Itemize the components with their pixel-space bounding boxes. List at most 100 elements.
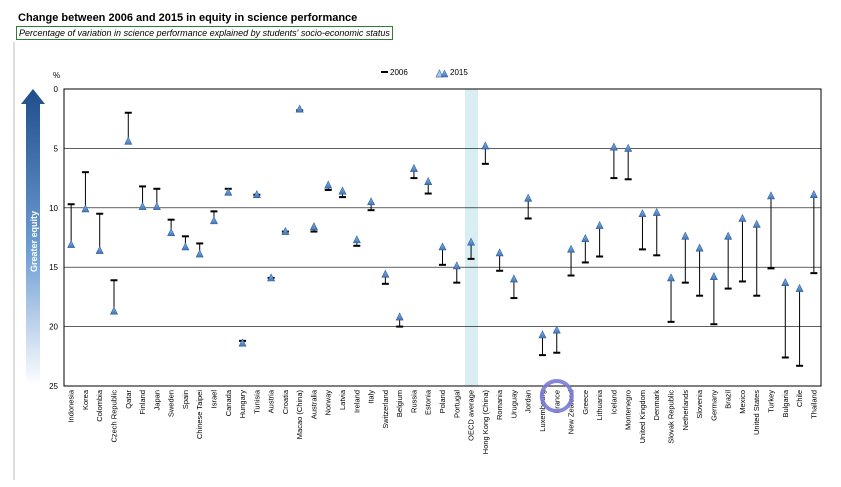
marker-2015	[81, 204, 90, 213]
x-tick-label: Qatar	[124, 390, 133, 409]
marker-2015	[581, 234, 590, 242]
chart-subtitle: Percentage of variation in science perfo…	[16, 26, 393, 40]
marker-2015	[110, 306, 118, 315]
x-tick-label: OECD average	[467, 390, 476, 441]
x-tick-label: Japan	[152, 390, 161, 410]
x-tick-label: New Zealand	[567, 390, 576, 434]
x-tick-label: Colombia	[95, 389, 104, 422]
x-tick-label: Uruguay	[509, 390, 518, 419]
x-tick-label: Russia	[409, 389, 418, 413]
y-axis-label: %	[53, 71, 60, 80]
marker-2015	[781, 277, 790, 286]
x-tick-label: Hong Kong (China)	[481, 390, 490, 455]
x-tick-label: Portugal	[452, 390, 461, 418]
greater-equity-label: Greater equity	[29, 211, 39, 272]
x-tick-label: Bulgaria	[781, 389, 790, 417]
marker-2015	[567, 244, 576, 253]
x-tick-label: Australia	[309, 389, 318, 419]
x-tick-label: Luxembourg	[538, 390, 547, 432]
marker-2015	[95, 245, 104, 254]
chart-title: Change between 2006 and 2015 in equity i…	[18, 12, 358, 24]
marker-2015	[524, 193, 533, 202]
marker-2015	[695, 243, 704, 252]
marker-2015	[295, 104, 304, 113]
y-tick-label: 10	[49, 204, 58, 213]
x-tick-label: Ireland	[352, 390, 361, 413]
y-tick-label: 25	[49, 382, 58, 391]
x-tick-label: Chinese Taipei	[195, 390, 204, 439]
x-tick-label: Montenegro	[624, 390, 633, 430]
x-tick-label: Canada	[224, 389, 233, 416]
gridlines	[64, 148, 821, 327]
marker-2015	[338, 186, 347, 195]
x-tick-label: Spain	[181, 390, 190, 409]
marker-2015	[709, 272, 718, 281]
x-tick-label: Latvia	[338, 389, 347, 410]
marker-2015	[552, 325, 561, 334]
marker-2015	[681, 231, 690, 240]
x-tick-label: Indonesia	[67, 389, 76, 422]
marker-2015	[595, 220, 604, 229]
x-tick-label: Korea	[81, 389, 90, 410]
marker-2015	[724, 231, 733, 240]
marker-2015	[67, 239, 76, 248]
x-tick-label: Macao (China)	[295, 389, 304, 439]
greater-equity-arrow: Greater equity	[21, 89, 45, 386]
x-tick-label: Iceland	[609, 390, 618, 414]
marker-2015	[452, 261, 461, 270]
marker-2015	[395, 312, 404, 321]
x-tick-label: Croatia	[281, 389, 290, 414]
x-tick-label: Austria	[267, 389, 276, 413]
marker-2015	[167, 228, 176, 237]
marker-2015	[224, 187, 233, 196]
x-axis-labels: Indonesia Korea Colombia Czech Republic Qata…	[67, 389, 819, 454]
x-tick-label: Poland	[438, 390, 447, 413]
marker-2015	[352, 235, 361, 244]
marker-2015	[181, 242, 190, 251]
x-tick-label: Belgium	[395, 390, 404, 417]
legend-2015-marker	[440, 69, 449, 78]
marker-2015	[195, 249, 204, 258]
oecd-average-band	[465, 89, 478, 386]
x-tick-label: Romania	[495, 389, 504, 420]
marker-2015	[124, 136, 133, 145]
marker-2015	[638, 209, 647, 218]
legend-2015-marker-outline	[435, 69, 444, 78]
marker-2015	[767, 191, 775, 200]
marker-2015	[424, 176, 433, 185]
x-tick-label: Mexico	[738, 390, 747, 414]
marker-2015	[667, 273, 676, 282]
x-tick-label: Germany	[709, 390, 718, 421]
marker-2015	[795, 283, 804, 292]
marker-2015	[609, 142, 618, 151]
legend-2015-label: 2015	[450, 68, 468, 77]
x-tick-label: Denmark	[652, 390, 661, 421]
x-tick-label: Lithuania	[595, 389, 604, 420]
marker-2015	[209, 216, 218, 225]
x-tick-label: Finland	[138, 390, 147, 415]
y-tick-label: 20	[49, 323, 58, 332]
y-tick-label: 0	[54, 85, 59, 94]
marker-2015	[281, 226, 290, 235]
x-tick-label: Estonia	[424, 389, 433, 415]
marker-2015	[409, 163, 418, 172]
marker-2015	[267, 273, 276, 282]
x-tick-label: Czech Republic	[109, 390, 118, 443]
legend: 2006 2015	[381, 68, 468, 78]
marker-2015	[138, 201, 147, 210]
marker-2015	[738, 213, 747, 222]
highlight-circle	[539, 379, 574, 413]
x-tick-label: Brazil	[724, 390, 733, 409]
x-tick-label: Slovak Republic	[667, 390, 676, 444]
x-tick-label: United Kingdom	[638, 390, 647, 443]
marker-2015	[324, 180, 333, 189]
marker-2015	[495, 248, 504, 257]
x-tick-label: Switzerland	[381, 390, 390, 429]
y-tick-label: 5	[54, 144, 59, 153]
marker-2015	[481, 141, 490, 150]
plot-frame	[63, 88, 822, 387]
marker-2015	[367, 197, 376, 206]
marker-2015	[509, 274, 518, 283]
x-tick-label: Norway	[324, 390, 333, 416]
